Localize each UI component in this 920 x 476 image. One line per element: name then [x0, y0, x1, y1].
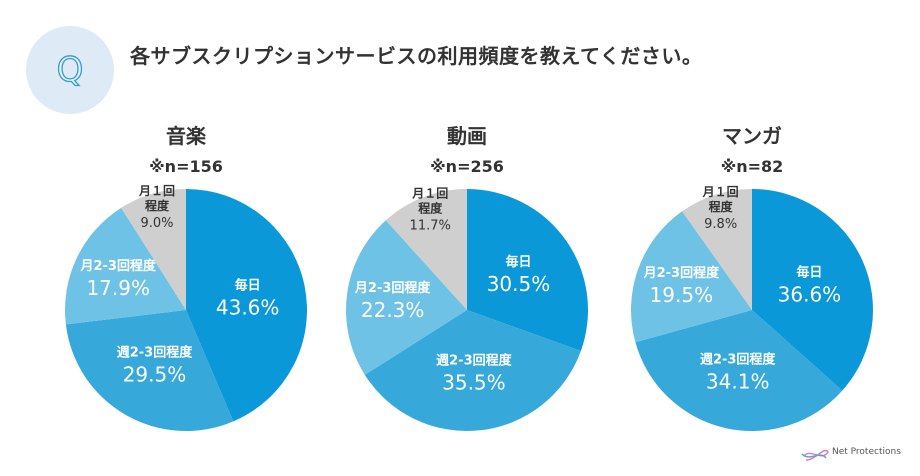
question-text: 各サブスクリプションサービスの利用頻度を教えてください。: [130, 44, 703, 68]
slice-value-label: 9.0%: [140, 216, 173, 231]
pie-sample-size: ※n=82: [721, 157, 784, 176]
pie-chart-1: 音楽 ※n=156 毎日 43.6% 週2-3回程度 29.5% 月2-3回程度 17.9% 月…: [65, 124, 307, 432]
slice-category-label: 月１回: [702, 185, 739, 199]
pie-slice: [752, 189, 873, 391]
slice-value-label: 19.5%: [650, 283, 714, 307]
slice-value-label: 43.6%: [216, 295, 280, 319]
pie-slice: [65, 207, 186, 325]
pie-slice: [385, 189, 467, 310]
pie-slice: [121, 189, 186, 310]
pie-title: 動画: [447, 124, 487, 148]
pie-title: マンガ: [722, 124, 782, 148]
slice-value-label: 34.1%: [706, 369, 770, 393]
q-icon: Q: [56, 49, 84, 90]
pie-slice: [65, 310, 234, 432]
slice-category-label: 毎日: [235, 277, 261, 293]
slice-value-label: 36.6%: [778, 282, 842, 306]
slice-category-label: 程度: [418, 201, 443, 216]
slice-category-label: 月2-3回程度: [354, 280, 431, 296]
pie-slice: [682, 189, 752, 310]
slice-value-label: 22.3%: [361, 298, 425, 322]
slice-value-label: 9.8%: [704, 217, 737, 232]
slice-category-label: 程度: [709, 199, 734, 214]
slice-value-label: 29.5%: [123, 362, 187, 386]
slice-value-label: 35.5%: [442, 371, 506, 395]
pie-slice: [364, 310, 581, 431]
slice-category-label: 毎日: [796, 264, 822, 280]
pie-chart-2: 動画 ※n=256 毎日 30.5% 週2-3回程度 35.5% 月2-3回程度 22.3% 月…: [346, 124, 588, 431]
slice-category-label: 月１回: [411, 187, 448, 201]
slice-value-label: 17.9%: [86, 276, 150, 300]
slice-category-label: 月2-3回程度: [79, 258, 156, 274]
question-badge: Q: [26, 26, 114, 114]
pie-slice: [631, 211, 752, 343]
logo-text: Net Protections: [832, 447, 901, 457]
pie-slice: [467, 189, 588, 351]
slice-category-label: 週2-3回程度: [117, 344, 193, 360]
pie-sample-size: ※n=156: [149, 157, 223, 176]
pie-sample-size: ※n=256: [430, 157, 504, 176]
slice-category-label: 月2-3回程度: [643, 265, 720, 281]
pie-chart-3: マンガ ※n=82 毎日 36.6% 週2-3回程度 34.1% 月2-3回程度 19.5% 月…: [631, 124, 873, 431]
pie-title: 音楽: [166, 124, 207, 148]
slice-category-label: 毎日: [505, 254, 531, 270]
net-protections-logo-icon: [801, 449, 829, 461]
pie-slice: [635, 310, 843, 431]
pie-slice: [186, 189, 307, 422]
slice-category-label: 程度: [145, 198, 170, 213]
slice-value-label: 30.5%: [487, 272, 551, 296]
slice-category-label: 週2-3回程度: [436, 353, 512, 369]
slice-category-label: 週2-3回程度: [700, 351, 776, 367]
slice-value-label: 11.7%: [410, 219, 451, 234]
pie-slice: [346, 220, 467, 375]
slice-category-label: 月１回: [138, 184, 175, 198]
